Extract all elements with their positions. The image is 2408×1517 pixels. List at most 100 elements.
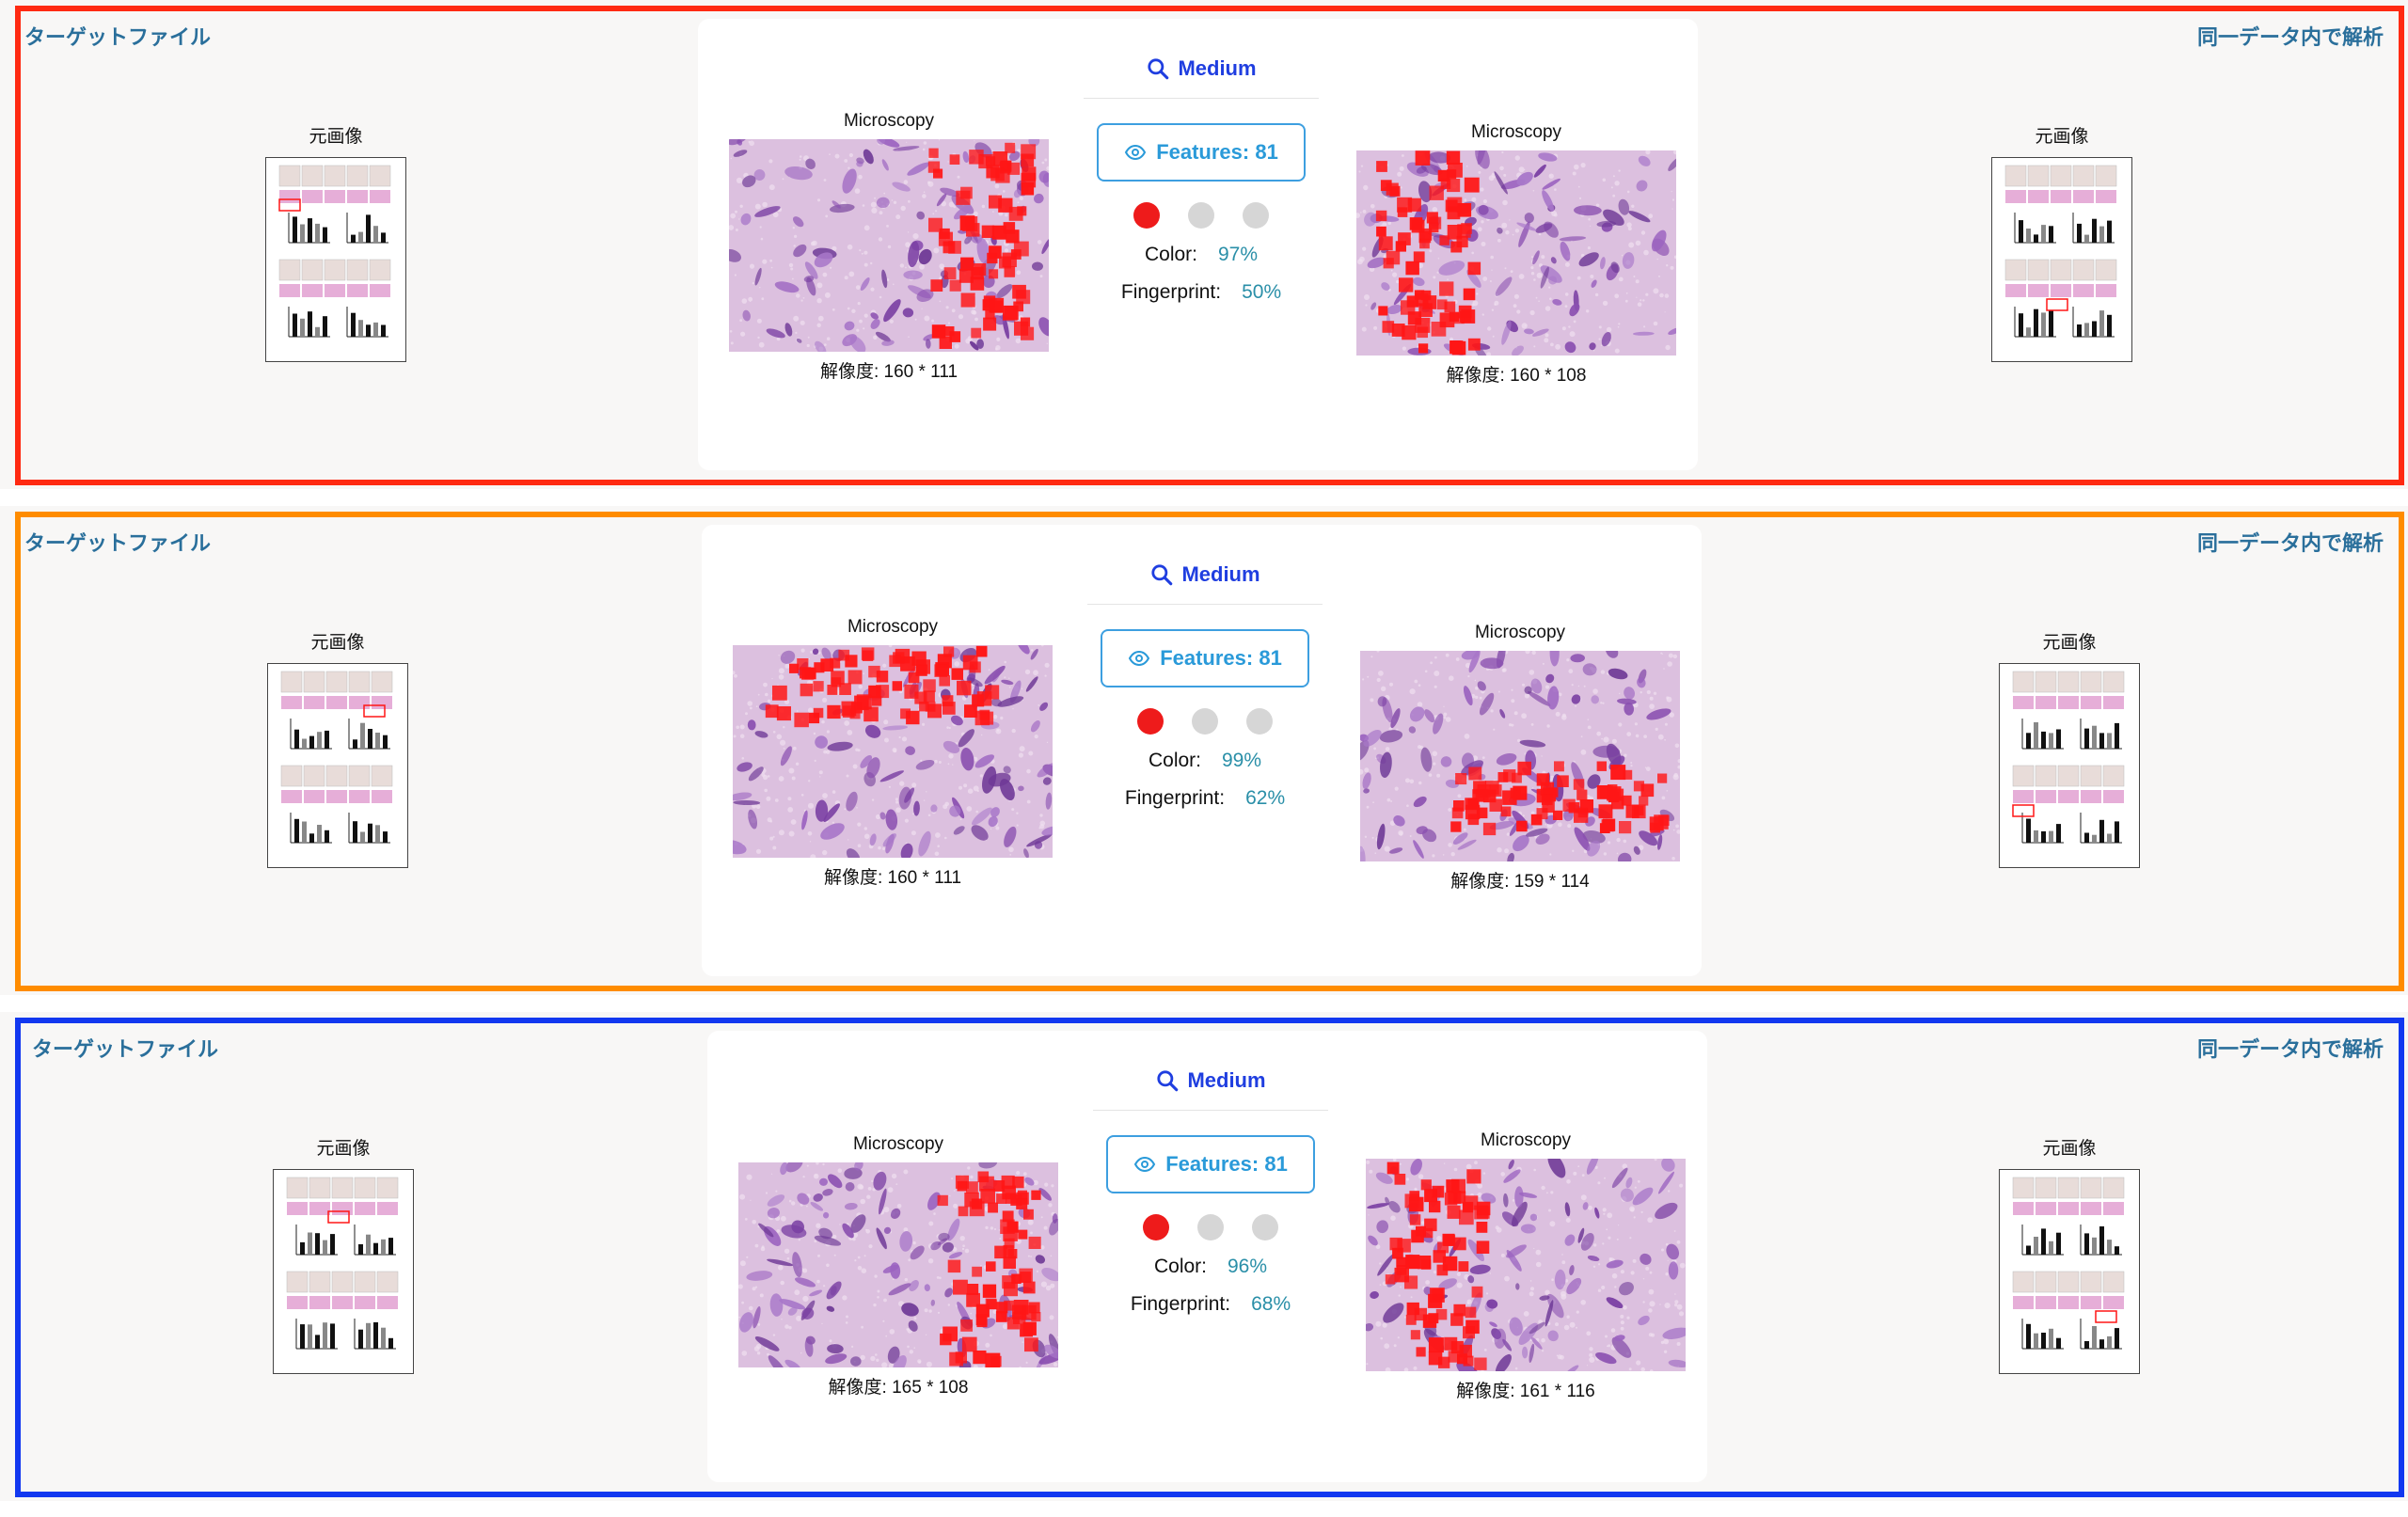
left-microscopy-image[interactable]	[733, 645, 1053, 858]
right-original-thumb[interactable]: 元画像	[1987, 122, 2137, 362]
document-preview-icon	[2012, 671, 2125, 844]
microscopy-image	[729, 139, 1049, 352]
left-microscopy: Microscopy 解像度: 160 * 111	[733, 617, 1053, 889]
fingerprint-score: Fingerprint: 50%	[1084, 281, 1319, 304]
microscopy-image	[1366, 1159, 1686, 1371]
document-preview-icon	[2012, 1177, 2125, 1350]
left-microscopy-image[interactable]	[738, 1162, 1058, 1367]
right-microscopy-image[interactable]	[1366, 1159, 1686, 1371]
features-button[interactable]: Features: 81	[1097, 123, 1306, 182]
search-icon	[1148, 58, 1169, 80]
left-image-title: Microscopy	[852, 1134, 944, 1154]
left-microscopy: Microscopy 解像度: 160 * 111	[729, 111, 1049, 383]
target-file-link[interactable]: ターゲットファイル	[24, 25, 212, 49]
match-indicator-dots	[1093, 1214, 1328, 1240]
left-original-thumb[interactable]: 元画像	[262, 628, 413, 868]
right-original-caption: 元画像	[2042, 633, 2097, 653]
indicator-dot-active	[1133, 202, 1160, 229]
features-button[interactable]: Features: 81	[1106, 1135, 1315, 1193]
document-thumbnail[interactable]	[273, 1169, 414, 1374]
match-indicator-dots	[1087, 708, 1323, 735]
same-data-analysis-link[interactable]: 同一データ内で解析	[2196, 1037, 2384, 1061]
right-image-title: Microscopy	[1474, 623, 1566, 642]
left-resolution: 解像度: 165 * 108	[828, 1378, 969, 1398]
medium-badge: Medium	[1087, 562, 1323, 605]
fingerprint-value: 50%	[1242, 281, 1282, 303]
eye-icon	[1129, 650, 1150, 667]
left-original-thumb[interactable]: 元画像	[261, 122, 411, 362]
fingerprint-label: Fingerprint:	[1120, 281, 1222, 303]
target-file-link[interactable]: ターゲットファイル	[24, 531, 212, 555]
right-microscopy: Microscopy 解像度: 161 * 116	[1366, 1130, 1686, 1402]
document-preview-icon	[2004, 165, 2117, 338]
microscopy-image	[738, 1162, 1058, 1367]
right-microscopy: Microscopy 解像度: 159 * 114	[1360, 623, 1680, 893]
left-original-caption: 元画像	[316, 1139, 371, 1159]
right-original-thumb[interactable]: 元画像	[1994, 628, 2145, 868]
eye-icon	[1134, 1156, 1156, 1173]
document-thumbnail[interactable]	[1999, 1169, 2140, 1374]
features-label: Features: 81	[1165, 1152, 1288, 1176]
document-preview-icon	[280, 671, 393, 844]
document-thumbnail[interactable]	[1999, 663, 2140, 868]
match-summary: Medium Features: 81 Color: 99% Fingerpri…	[1087, 562, 1323, 810]
right-image-title: Microscopy	[1480, 1130, 1572, 1150]
eye-icon	[1125, 144, 1147, 161]
right-microscopy: Microscopy 解像度: 160 * 108	[1356, 122, 1676, 387]
color-label: Color:	[1153, 1256, 1207, 1277]
right-microscopy-image[interactable]	[1360, 651, 1680, 861]
right-image-title: Microscopy	[1470, 122, 1562, 142]
fingerprint-label: Fingerprint:	[1130, 1293, 1231, 1315]
match-summary: Medium Features: 81 Color: 96% Fingerpri…	[1093, 1068, 1328, 1316]
color-value: 96%	[1228, 1256, 1268, 1277]
color-score: Color: 99%	[1087, 750, 1323, 772]
comparison-row-2: ターゲットファイル 同一データ内で解析 元画像 Microscopy 解像度: …	[0, 506, 2408, 995]
right-original-caption: 元画像	[2035, 127, 2089, 147]
fingerprint-score: Fingerprint: 62%	[1087, 787, 1323, 810]
fingerprint-value: 62%	[1245, 787, 1286, 809]
left-microscopy: Microscopy 解像度: 165 * 108	[738, 1134, 1058, 1398]
fingerprint-value: 68%	[1251, 1293, 1291, 1315]
same-data-analysis-link[interactable]: 同一データ内で解析	[2196, 25, 2384, 49]
features-label: Features: 81	[1156, 140, 1278, 164]
same-data-analysis-link[interactable]: 同一データ内で解析	[2196, 531, 2384, 555]
left-original-caption: 元画像	[309, 127, 363, 147]
medium-badge: Medium	[1093, 1068, 1328, 1111]
left-original-caption: 元画像	[310, 633, 365, 653]
left-original-thumb[interactable]: 元画像	[268, 1134, 419, 1374]
match-panel: Microscopy 解像度: 165 * 108 Medium Feature…	[707, 1031, 1707, 1482]
left-resolution: 解像度: 160 * 111	[823, 868, 962, 888]
document-preview-icon	[278, 165, 391, 338]
indicator-dot	[1243, 202, 1269, 229]
microscopy-image	[1360, 651, 1680, 861]
indicator-dot	[1197, 1214, 1224, 1240]
document-thumbnail[interactable]	[1991, 157, 2132, 362]
indicator-dot	[1188, 202, 1214, 229]
comparison-row-3: ターゲットファイル 同一データ内で解析 元画像 Microscopy 解像度: …	[0, 1012, 2408, 1501]
left-microscopy-image[interactable]	[729, 139, 1049, 352]
left-image-title: Microscopy	[847, 617, 939, 637]
right-original-thumb[interactable]: 元画像	[1994, 1134, 2145, 1374]
right-resolution: 解像度: 160 * 108	[1446, 366, 1587, 386]
features-label: Features: 81	[1160, 646, 1282, 670]
medium-label: Medium	[1181, 562, 1260, 586]
document-thumbnail[interactable]	[265, 157, 406, 362]
match-panel: Microscopy 解像度: 160 * 111 Medium Feature…	[698, 19, 1698, 470]
color-label: Color:	[1148, 750, 1201, 771]
medium-badge: Medium	[1084, 56, 1319, 99]
target-file-link[interactable]: ターゲットファイル	[32, 1037, 219, 1061]
features-button[interactable]: Features: 81	[1101, 629, 1309, 687]
document-preview-icon	[286, 1177, 399, 1350]
microscopy-image	[1356, 150, 1676, 356]
fingerprint-score: Fingerprint: 68%	[1093, 1293, 1328, 1316]
indicator-dot	[1192, 708, 1218, 735]
search-icon	[1157, 1070, 1179, 1092]
left-image-title: Microscopy	[843, 111, 935, 131]
comparison-row-1: ターゲットファイル 同一データ内で解析 元画像 Microscopy 解像度: …	[0, 0, 2408, 489]
color-value: 97%	[1218, 244, 1259, 265]
match-summary: Medium Features: 81 Color: 97% Fingerpri…	[1084, 56, 1319, 304]
color-score: Color: 97%	[1084, 244, 1319, 266]
document-thumbnail[interactable]	[267, 663, 408, 868]
right-microscopy-image[interactable]	[1356, 150, 1676, 356]
